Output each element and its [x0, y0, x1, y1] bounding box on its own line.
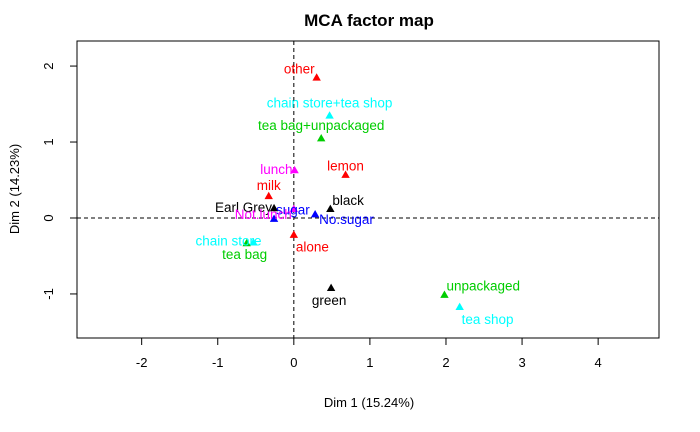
point-marker	[312, 73, 321, 81]
point-marker	[289, 230, 299, 238]
point-label: No.sugar	[319, 212, 374, 227]
reference-lines	[77, 41, 659, 338]
point-marker	[326, 283, 336, 292]
point-marker	[310, 209, 320, 218]
point-label: milk	[257, 178, 281, 193]
x-tick-label: 1	[366, 355, 373, 370]
point-marker	[317, 134, 326, 142]
point-label: chain store+tea shop	[267, 95, 393, 110]
point-marker	[242, 238, 251, 247]
chart-title: MCA factor map	[304, 11, 434, 30]
point-labels: other chain store+tea shop tea bag+unpacka…	[195, 61, 520, 326]
point-marker	[326, 204, 335, 213]
x-tick-label: 0	[290, 355, 297, 370]
point-marker	[341, 170, 350, 178]
point-label: black	[332, 193, 364, 208]
x-tick-label: -2	[136, 355, 148, 370]
x-tick-label: 3	[518, 355, 525, 370]
y-tick-label: 1	[41, 138, 56, 145]
point-marker	[264, 191, 273, 200]
point-marker	[269, 203, 279, 212]
point-label: Not.lunch	[235, 207, 292, 222]
point-label: alone	[296, 240, 329, 255]
y-tick-label: 0	[41, 214, 56, 221]
point-marker	[269, 214, 279, 222]
x-tick-label: 4	[595, 355, 602, 370]
point-label: unpackaged	[446, 279, 520, 294]
point-label: tea bag+unpackaged	[258, 118, 385, 133]
point-label: sugar	[276, 203, 310, 218]
point-marker	[249, 238, 258, 246]
point-marker	[289, 204, 299, 213]
point-label: green	[312, 293, 347, 308]
point-label: other	[284, 61, 315, 76]
data-points	[242, 73, 464, 311]
point-marker	[455, 302, 464, 311]
point-label: tea bag	[222, 247, 267, 262]
point-label: tea shop	[462, 312, 514, 327]
point-marker	[440, 290, 449, 298]
x-tick-label: 2	[442, 355, 449, 370]
y-axis-label: Dim 2 (14.23%)	[7, 144, 22, 234]
point-label: lunch	[260, 162, 292, 177]
x-tick-label: -1	[212, 355, 224, 370]
point-marker	[290, 165, 299, 174]
y-tick-label: 2	[41, 62, 56, 69]
y-tick-label: -1	[41, 288, 56, 300]
point-label: chain store	[195, 233, 261, 248]
point-label: lemon	[327, 159, 364, 174]
point-label: Earl Grey	[215, 200, 272, 215]
x-axis: -2 -1 0 1 2 3 4	[136, 337, 602, 370]
y-axis: -1 0 1 2	[41, 62, 78, 300]
point-marker	[325, 111, 334, 119]
x-axis-label: Dim 1 (15.24%)	[324, 395, 414, 410]
